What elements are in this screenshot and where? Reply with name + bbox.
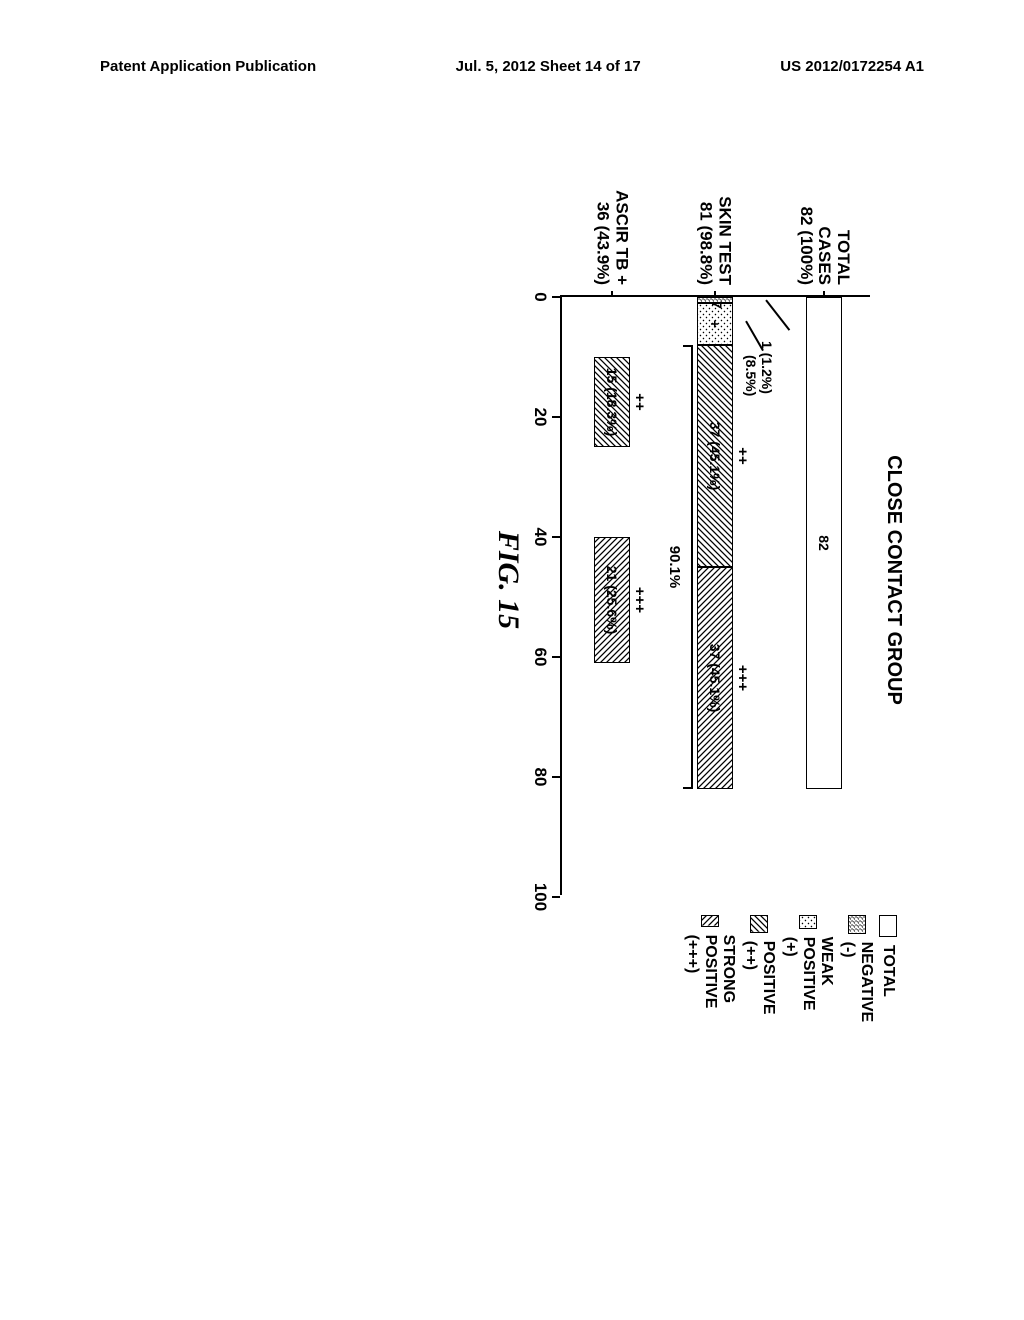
figure-caption: FIG. 15 (491, 531, 525, 629)
segment-side-label: 7 (709, 301, 725, 309)
x-tick-label: 80 (530, 768, 550, 787)
x-tick-label: 40 (530, 528, 550, 547)
legend-label: NEGATIVE (-) (839, 942, 875, 1026)
segment-label: 37 (45.1%) (707, 644, 723, 712)
y-tick (611, 291, 613, 297)
segment-label-above: ++ (631, 393, 648, 411)
legend-item: POSITIVE (++) (741, 915, 777, 1026)
legend-item: TOTAL (879, 915, 897, 1026)
chart-title: CLOSE CONTACT GROUP (882, 165, 905, 995)
legend-swatch-total (879, 915, 897, 937)
segment-label-above: +++ (631, 587, 648, 613)
legend-label: TOTAL (879, 945, 897, 997)
legend-swatch-strong (701, 915, 719, 927)
legend-swatch-negative (848, 915, 866, 934)
x-tick (552, 896, 560, 898)
x-tick (552, 416, 560, 418)
legend-label: STRONG POSITIVE (+++) (683, 935, 737, 1026)
legend-label: POSITIVE (++) (741, 941, 777, 1026)
legend-item: NEGATIVE (-) (839, 915, 875, 1026)
legend-swatch-weak (799, 915, 817, 929)
x-tick (552, 656, 560, 658)
category-label-total: TOTAL CASES82 (100%) (796, 170, 852, 285)
callout-line (766, 300, 791, 331)
segment-label: 37 (45.1%) (707, 422, 723, 490)
segment-label: + (707, 320, 723, 328)
bar-segment: 82 (806, 297, 842, 789)
bracket: 90.1% (683, 345, 693, 789)
plot-area: TOTAL CASES82 (100%)82SKIN TEST81 (98.8%… (560, 295, 870, 895)
bar-segment: 21 (25.6%)+++ (594, 537, 630, 663)
x-tick (552, 536, 560, 538)
legend-item: STRONG POSITIVE (+++) (683, 915, 737, 1026)
category-label-ascir: ASCIR TB +36 (43.9%) (593, 170, 630, 285)
x-tick-label: 0 (530, 292, 550, 301)
legend-label: WEAK POSITIVE (+) (781, 937, 835, 1026)
chart-container: CLOSE CONTACT GROUP TOTAL CASES82 (100%)… (105, 165, 905, 995)
category-label-skin: SKIN TEST81 (98.8%) (696, 170, 733, 285)
segment-label: 82 (816, 535, 832, 551)
bar-segment: 37 (45.1%)++ (697, 345, 733, 567)
callout-line (746, 321, 764, 351)
segment-label-above: +++ (734, 665, 751, 691)
x-tick-label: 60 (530, 648, 550, 667)
callout-weak: (8.5%) (743, 355, 759, 396)
x-tick-label: 20 (530, 408, 550, 427)
segment-label: 21 (25.6%) (604, 566, 620, 634)
header-left: Patent Application Publication (100, 58, 316, 75)
segment-label: 15 (18.3%) (604, 368, 620, 436)
segment-label-above: ++ (734, 447, 751, 465)
bar-segment: 37 (45.1%)+++ (697, 567, 733, 789)
bar-segment: 15 (18.3%)++ (594, 357, 630, 447)
header-center: Jul. 5, 2012 Sheet 14 of 17 (456, 58, 641, 75)
x-tick (552, 776, 560, 778)
bracket-label: 90.1% (666, 546, 683, 589)
x-tick-label: 100 (530, 883, 550, 911)
page-header: Patent Application Publication Jul. 5, 2… (100, 58, 924, 75)
bar-segment: + (697, 303, 733, 345)
legend: TOTALNEGATIVE (-)WEAK POSITIVE (+)POSITI… (679, 915, 897, 1026)
header-right: US 2012/0172254 A1 (780, 58, 924, 75)
x-tick (552, 296, 560, 298)
legend-swatch-positive (750, 915, 768, 933)
legend-item: WEAK POSITIVE (+) (781, 915, 835, 1026)
